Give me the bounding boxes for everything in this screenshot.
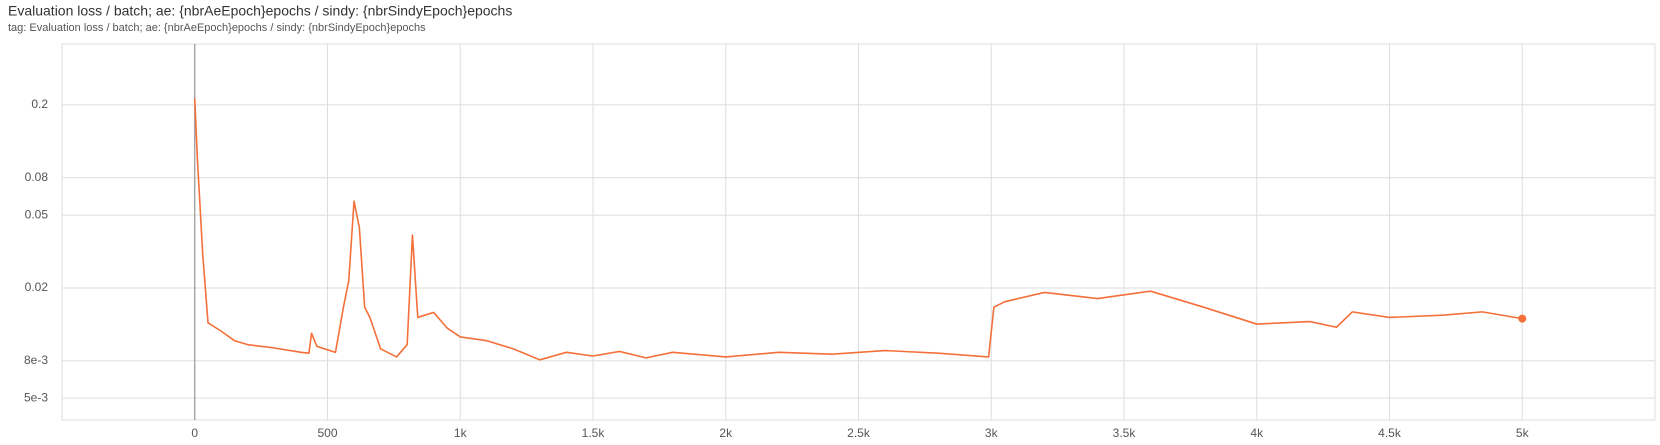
- x-tick-label: 3.5k: [1113, 426, 1137, 440]
- y-tick-label: 0.08: [25, 170, 49, 184]
- x-tick-label: 0: [191, 426, 198, 440]
- x-tick-label: 500: [317, 426, 337, 440]
- y-tick-label: 0.02: [25, 280, 49, 294]
- y-tick-label: 0.05: [25, 207, 49, 221]
- chart-title: Evaluation loss / batch; ae: {nbrAeEpoch…: [8, 3, 512, 19]
- x-tick-label: 3k: [985, 426, 999, 440]
- x-tick-label: 4.5k: [1378, 426, 1402, 440]
- x-tick-label: 5k: [1516, 426, 1530, 440]
- y-tick-label: 5e-3: [24, 390, 48, 404]
- x-tick-label: 1.5k: [582, 426, 606, 440]
- x-tick-label: 2k: [719, 426, 733, 440]
- y-tick-label: 0.2: [31, 97, 48, 111]
- x-tick-label: 1k: [454, 426, 468, 440]
- end-point: [1518, 314, 1527, 323]
- line-series: [193, 98, 1523, 361]
- x-tick-label: 2.5k: [847, 426, 871, 440]
- y-tick-label: 8e-3: [24, 353, 48, 367]
- chart-subtitle: tag: Evaluation loss / batch; ae: {nbrAe…: [8, 22, 426, 34]
- x-tick-label: 4k: [1250, 426, 1264, 440]
